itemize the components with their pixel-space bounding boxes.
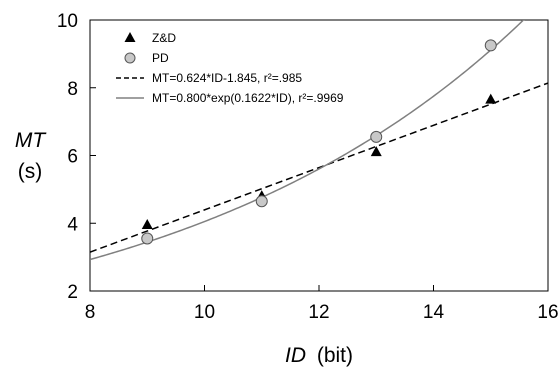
legend-label: PD xyxy=(152,51,169,65)
y-tick-label: 4 xyxy=(67,214,78,235)
x-axis-variable: ID xyxy=(285,344,306,367)
exp-fit-curve xyxy=(90,20,525,261)
y-tick-label: 8 xyxy=(67,79,78,100)
data-markers xyxy=(141,39,497,245)
x-tick-label: 10 xyxy=(194,302,215,323)
pd-circle-point xyxy=(370,130,383,143)
zd-triangle-point xyxy=(485,93,497,104)
zd-triangle-point xyxy=(141,218,153,229)
x-tick-label: 14 xyxy=(423,302,445,323)
y-axis-variable: MT xyxy=(15,129,47,152)
legend: Z&D PD MT=0.624*ID-1.845, r²=.985 MT=0.800*… xyxy=(116,31,344,105)
y-tick-label: 6 xyxy=(67,147,78,168)
y-tick-label: 10 xyxy=(57,11,78,32)
fit-lines xyxy=(90,20,548,261)
legend-label: Z&D xyxy=(152,31,176,45)
y-axis-ticks: 2 4 6 8 10 xyxy=(57,11,96,303)
legend-circle-icon xyxy=(124,52,136,64)
y-tick-label: 2 xyxy=(67,282,78,303)
x-tick-label: 12 xyxy=(308,302,329,323)
pd-circle-point xyxy=(141,232,154,245)
legend-triangle-icon xyxy=(124,32,136,42)
x-axis-label: ID (bit) xyxy=(285,344,353,367)
x-axis-unit: (bit) xyxy=(317,344,353,367)
legend-label: MT=0.624*ID-1.845, r²=.985 xyxy=(152,71,302,85)
x-axis-ticks: 8 10 12 14 16 xyxy=(85,285,559,323)
pd-circle-point xyxy=(255,195,268,208)
linear-fit-line xyxy=(90,82,548,253)
pd-circle-point xyxy=(484,39,497,52)
y-axis-unit: (s) xyxy=(18,160,43,183)
zd-triangle-point xyxy=(370,146,382,157)
x-tick-label: 16 xyxy=(537,302,558,323)
x-tick-label: 8 xyxy=(85,302,96,323)
legend-label: MT=0.800*exp(0.1622*ID), r²=.9969 xyxy=(152,91,344,105)
